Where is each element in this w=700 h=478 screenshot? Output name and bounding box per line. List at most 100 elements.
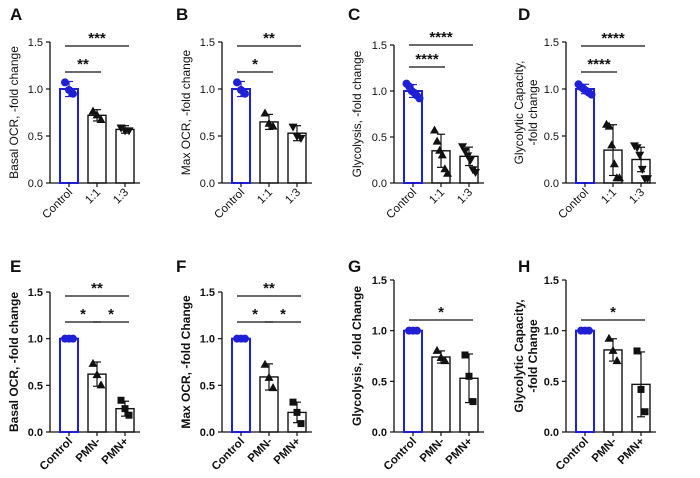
x-tick-label: Control (382, 436, 419, 473)
bar-Control (59, 88, 79, 184)
significance-label: **** (587, 56, 611, 73)
data-point (430, 125, 439, 134)
bar-1:1 (259, 121, 279, 184)
y-axis-label: Max OCR, -fold Change (179, 295, 193, 429)
significance-label: * (280, 306, 286, 323)
y-tick-label: 1.0 (28, 334, 43, 346)
x-tick-label: Control (38, 436, 75, 473)
significance-label: **** (415, 51, 439, 68)
data-point (92, 370, 102, 379)
y-axis-label: Basal OCR, -fold change (7, 292, 21, 432)
panel-label: B (176, 5, 188, 24)
data-point (117, 396, 125, 404)
panel-label: C (348, 5, 360, 24)
y-axis-label: Glycolytic Capacity, (512, 61, 526, 165)
x-tick-label: Control (384, 187, 419, 222)
y-axis-label: -fold change (526, 79, 540, 145)
y-tick-label: 1.5 (372, 40, 387, 52)
data-point (461, 351, 469, 359)
data-point (233, 78, 241, 87)
x-tick-label: 1:3 (627, 187, 647, 207)
x-tick-label: 1:1 (83, 187, 103, 207)
data-point (88, 106, 98, 115)
data-point (587, 90, 596, 99)
panel-label: H (518, 257, 530, 276)
x-tick-label: PMN- (246, 436, 275, 465)
data-point (637, 165, 647, 174)
x-tick-label: PMN+ (616, 435, 648, 467)
x-tick-label: Control (210, 436, 247, 473)
y-tick-label: 1.0 (200, 84, 215, 96)
data-point (121, 405, 129, 413)
y-tick-label: 0.0 (544, 427, 559, 439)
bar-Control (231, 88, 251, 184)
x-tick-label: Control (40, 187, 75, 222)
y-tick-label: 0.0 (200, 427, 215, 439)
panel-label: D (518, 5, 530, 24)
significance-label: * (438, 304, 444, 321)
significance-label: ** (77, 56, 89, 73)
data-point (612, 356, 622, 365)
panel-label: A (10, 5, 22, 24)
y-tick-label: 1.5 (544, 37, 559, 49)
panel-label: E (10, 257, 21, 276)
x-tick-label: 1:3 (455, 187, 475, 207)
data-point (465, 372, 473, 380)
y-tick-label: 0.0 (544, 178, 559, 190)
panel-G: G Glycolysis, -fold Change 0.0 0.5 1.0 1.5 Con… (348, 257, 484, 473)
data-point (432, 136, 442, 145)
y-tick-label: 1.0 (372, 326, 387, 338)
data-point (69, 334, 77, 343)
x-tick-label: PMN- (418, 436, 447, 465)
y-tick-label: 1.0 (28, 84, 43, 96)
data-point (432, 345, 442, 354)
significance-label: ** (263, 30, 275, 47)
data-point (469, 398, 477, 406)
significance-label: * (252, 56, 258, 73)
data-point (268, 121, 278, 130)
y-axis-label: Glycolysis, -fold change (350, 50, 364, 177)
data-point (465, 157, 475, 165)
bar-1:1 (87, 114, 107, 184)
data-point (116, 124, 126, 133)
significance-label: ** (263, 280, 275, 297)
data-point (260, 108, 270, 117)
y-axis-label: Basal OCR, -fold change (7, 46, 21, 179)
data-point (637, 385, 645, 393)
data-point (615, 173, 624, 182)
data-point (96, 115, 106, 124)
panel-A: A Basal OCR, -fold change 0.0 0.5 1.0 1.5 Cont… (7, 5, 140, 221)
data-point (124, 127, 134, 136)
significance-label: ** (91, 280, 103, 297)
y-tick-label: 1.0 (200, 334, 215, 346)
data-point (88, 358, 98, 367)
x-tick-label: Control (554, 436, 591, 473)
y-axis-label: Glycolytic Capacity, (512, 299, 526, 412)
y-axis-label: Glycolysis, -fold Change (350, 286, 364, 426)
y-tick-label: 1.0 (544, 326, 559, 338)
data-point (264, 372, 274, 381)
data-point (641, 408, 649, 416)
significance-label: * (80, 306, 86, 323)
data-point (92, 110, 102, 119)
y-tick-label: 0.0 (372, 427, 387, 439)
panel-label: G (348, 257, 361, 276)
data-point (458, 143, 467, 152)
data-point (289, 398, 297, 406)
x-tick-label: 1:3 (111, 187, 131, 207)
bar-Control (403, 329, 423, 433)
bar-PMN- (431, 356, 451, 433)
significance-label: **** (429, 29, 453, 46)
bar-Control (403, 90, 423, 184)
data-point (296, 134, 306, 143)
panel-F: F Max OCR, -fold Change 0.0 0.5 1.0 1.5 Contro… (176, 257, 312, 473)
y-tick-label: 0.5 (200, 131, 215, 143)
y-tick-label: 0.5 (544, 376, 559, 388)
panel-C: C Glycolysis, -fold change 0.0 0.5 1.0 1.5 Con… (348, 5, 484, 221)
x-tick-label: Control (556, 187, 591, 222)
data-point (604, 121, 614, 130)
data-point (241, 89, 249, 98)
data-point (440, 356, 450, 365)
significance-label: * (108, 306, 114, 323)
